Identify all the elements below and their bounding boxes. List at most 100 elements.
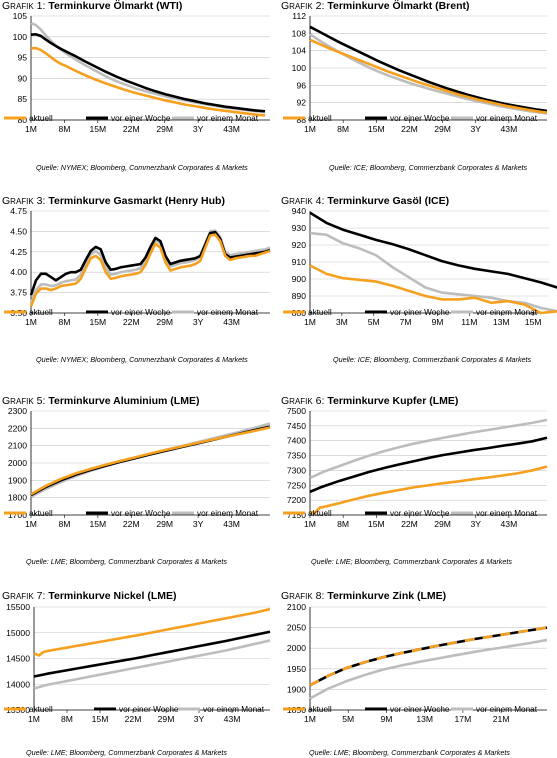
series-line-woche: [309, 436, 548, 494]
legend-label-aktuell: aktuell: [29, 308, 53, 317]
series-line-monat: [30, 21, 266, 114]
legend-label-woche: vor einer Woche: [119, 705, 179, 714]
x-tick-label: 13M: [493, 317, 510, 327]
x-tick-label: 22M: [401, 519, 418, 529]
chart-panel-4: GRAFIK 4: Terminkurve Gasöl (ICE) 880890…: [279, 195, 557, 371]
series-line-woche: [309, 211, 557, 289]
x-tick-label: 7M: [400, 317, 412, 327]
x-tick-label: 43M: [501, 124, 518, 134]
y-tick-label: 7400: [287, 436, 306, 446]
legend-label-woche: vor einer Woche: [390, 308, 450, 317]
x-tick-label: 22M: [123, 124, 140, 134]
x-tick-label: 15M: [92, 714, 109, 724]
y-tick-label: 2000: [287, 643, 306, 653]
chart-canvas: 8808909009109209309401M3M5M7M9M11M13M15M…: [283, 206, 557, 327]
chart-title: GRAFIK 7: Terminkurve Nickel (LME): [2, 590, 177, 602]
series-line-woche: [29, 230, 271, 296]
y-tick-label: 14500: [6, 654, 30, 664]
y-tick-label: 92: [296, 98, 306, 108]
x-tick-label: 1M: [25, 124, 37, 134]
x-tick-label: 15M: [368, 124, 385, 134]
series-line-aktuell: [30, 426, 271, 496]
y-tick-label: 910: [292, 257, 307, 267]
legend-label-aktuell: aktuell: [29, 114, 53, 123]
x-tick-label: 43M: [224, 714, 241, 724]
y-tick-label: 940: [292, 206, 307, 216]
x-tick-label: 1M: [304, 317, 316, 327]
y-tick-label: 85: [17, 94, 27, 104]
chart-panel-8: GRAFIK 8: Terminkurve Zink (LME) 1850190…: [279, 590, 557, 758]
x-tick-label: 3Y: [193, 519, 204, 529]
y-tick-label: 930: [292, 223, 307, 233]
x-tick-label: 22M: [401, 124, 418, 134]
chart-panel-6: GRAFIK 6: Terminkurve Kupfer (LME) 7150 7…: [279, 395, 557, 571]
y-tick-label: 3.75: [10, 288, 27, 298]
x-tick-label: 8M: [337, 519, 349, 529]
x-tick-label: 43M: [223, 519, 240, 529]
legend-label-woche: vor einer Woche: [111, 509, 171, 518]
x-tick-label: 21M: [493, 714, 510, 724]
chart-canvas: 7150 7200 7250 7300 7350 7400 7450 7500 1M 8M 15M 2…: [283, 406, 548, 529]
x-tick-label: 29M: [156, 124, 173, 134]
x-tick-label: 5M: [368, 317, 380, 327]
chart-source: Quelle: LME; Bloomberg, Commerzbank Corp…: [309, 748, 510, 757]
x-tick-label: 3Y: [194, 714, 205, 724]
y-tick-label: 7500: [287, 406, 306, 416]
y-tick-label: 88: [296, 115, 306, 125]
chart-title: GRAFIK 8: Terminkurve Zink (LME): [281, 590, 447, 602]
x-tick-label: 43M: [501, 519, 518, 529]
series-line-aktuell: [309, 38, 548, 114]
chart-title: GRAFIK 4: Terminkurve Gasöl (ICE): [281, 195, 450, 207]
x-tick-label: 3Y: [470, 519, 481, 529]
y-tick-label: 1800: [8, 493, 27, 503]
legend-label-aktuell: aktuell: [308, 308, 332, 317]
series-line-woche: [309, 626, 548, 687]
x-tick-label: 9M: [380, 714, 392, 724]
y-tick-label: 7450: [287, 421, 306, 431]
chart-source: Quelle: NYMEX; Bloomberg, Commerzbank Co…: [36, 355, 248, 364]
y-tick-label: 1700: [8, 510, 27, 520]
chart-title: GRAFIK 5: Terminkurve Aluminium (LME): [2, 395, 200, 407]
x-tick-label: 15M: [368, 519, 385, 529]
y-tick-label: 2300: [8, 406, 27, 416]
x-tick-label: 8M: [61, 714, 73, 724]
chart-title: GRAFIK 3: Terminkurve Gasmarkt (Henry Hu…: [2, 195, 225, 207]
legend-label-monat: vor einem Monat: [476, 509, 538, 518]
chart-source: Quelle: ICE; Bloomberg, Commerzbank Corp…: [333, 355, 532, 364]
x-tick-label: 17M: [455, 714, 472, 724]
legend-label-woche: vor einer Woche: [390, 114, 450, 123]
y-tick-label: 105: [13, 11, 28, 21]
y-tick-label: 14000: [6, 679, 30, 689]
x-tick-label: 1M: [304, 124, 316, 134]
chart-canvas: 1700 1800 1900 2000 2100 2200 2300 1M 8M 15M 22M 29…: [4, 406, 271, 529]
chart-title: GRAFIK 2: Terminkurve Ölmarkt (Brent): [281, 0, 470, 12]
y-tick-label: 95: [17, 53, 27, 63]
y-tick-label: 112: [292, 11, 306, 21]
chart-source: Quelle: ICE; Bloomberg, Commerzbank Corp…: [329, 163, 528, 172]
series-line-monat: [309, 638, 548, 700]
y-tick-label: 108: [292, 28, 307, 38]
y-tick-label: 2200: [8, 423, 27, 433]
x-tick-label: 3Y: [470, 124, 481, 134]
chart-title: GRAFIK 1: Terminkurve Ölmarkt (WTI): [2, 0, 183, 12]
y-tick-label: 2000: [8, 458, 27, 468]
series-line-woche: [30, 425, 271, 497]
series-line-woche: [33, 630, 271, 678]
x-tick-label: 5M: [342, 714, 354, 724]
x-tick-label: 8M: [58, 317, 70, 327]
y-tick-label: 900: [292, 274, 307, 284]
y-tick-label: 920: [292, 240, 307, 250]
series-line-aktuell: [309, 264, 557, 315]
x-tick-label: 1M: [304, 519, 316, 529]
x-tick-label: 11M: [461, 317, 477, 327]
y-tick-label: 2100: [8, 441, 27, 451]
series-line-woche: [30, 32, 266, 113]
series-line-aktuell: [309, 626, 548, 687]
x-tick-label: 15M: [525, 317, 542, 327]
y-tick-label: 4.00: [10, 267, 27, 277]
x-tick-label: 29M: [156, 519, 173, 529]
x-tick-label: 3Y: [193, 124, 204, 134]
x-tick-label: 29M: [434, 519, 451, 529]
x-tick-label: 1M: [28, 714, 40, 724]
x-tick-label: 9M: [431, 317, 443, 327]
